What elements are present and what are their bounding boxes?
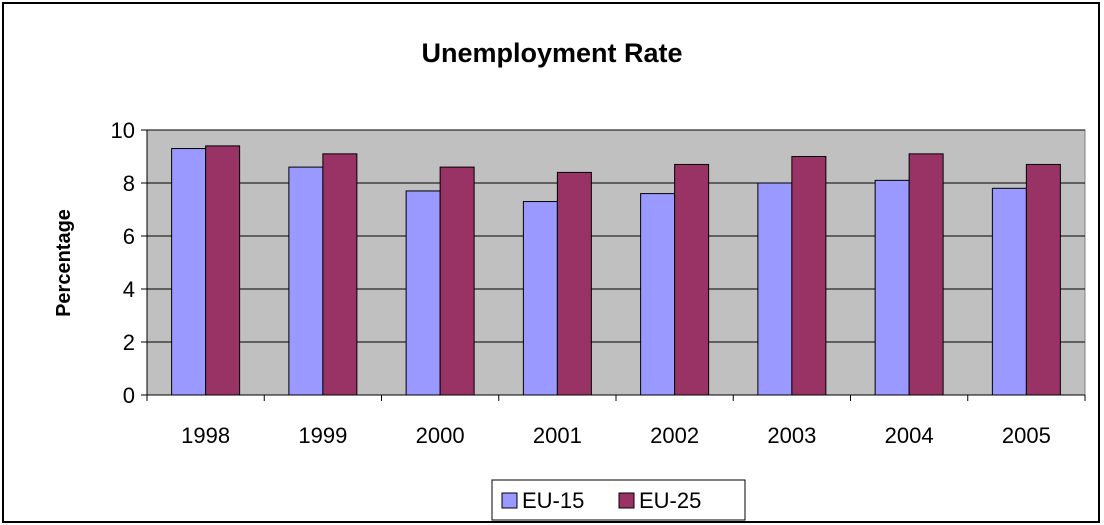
legend-label-eu-25: EU-25 [639, 488, 701, 513]
legend-swatch-eu-25 [618, 492, 635, 509]
y-tick-label: 10 [111, 118, 135, 143]
bar-eu-15-1999 [288, 166, 324, 396]
bar-eu-25-1999 [322, 153, 358, 396]
bar-eu-15-2000 [405, 190, 441, 396]
legend: EU-15 EU-25 [491, 479, 746, 521]
x-tick-label: 2001 [533, 423, 582, 448]
bar-eu-15-2005 [991, 187, 1027, 396]
legend-box [491, 479, 746, 521]
bar-eu-15-2003 [757, 182, 793, 396]
bar-eu-25-2000 [439, 166, 475, 396]
bar-eu-15-2004 [874, 179, 910, 396]
y-tick-label: 2 [123, 330, 135, 355]
bar-eu-25-2002 [674, 163, 710, 396]
x-tick-label: 2002 [650, 423, 699, 448]
y-axis-title: Percentage [53, 209, 75, 317]
plot-area: 0 2 4 6 8 10 1998 1999 2000 2001 2002 2003 2004 2005 [111, 118, 1086, 448]
x-tick-label: 2000 [416, 423, 465, 448]
legend-label-eu-15: EU-15 [522, 488, 584, 513]
x-tick-label: 1999 [298, 423, 347, 448]
x-tick-label: 2004 [885, 423, 934, 448]
y-tick-label: 8 [123, 171, 135, 196]
chart-title: Unemployment Rate [421, 38, 682, 68]
y-tick-label: 6 [123, 224, 135, 249]
bar-eu-25-2004 [908, 153, 944, 396]
bar-eu-25-1998 [205, 145, 241, 396]
legend-swatch-eu-15 [501, 492, 518, 509]
bar-eu-15-1998 [171, 148, 207, 396]
bar-eu-25-2005 [1025, 163, 1061, 396]
bar-eu-25-2003 [791, 156, 827, 396]
bar-eu-25-2001 [556, 171, 592, 396]
x-tick-label: 2005 [1002, 423, 1051, 448]
x-tick-label: 2003 [767, 423, 816, 448]
bar-eu-15-2002 [640, 193, 676, 396]
x-tick-label: 1998 [181, 423, 230, 448]
bar-eu-15-2001 [522, 201, 558, 396]
y-tick-label: 4 [123, 277, 135, 302]
plot-background [146, 129, 1086, 396]
y-tick-label: 0 [123, 383, 135, 408]
